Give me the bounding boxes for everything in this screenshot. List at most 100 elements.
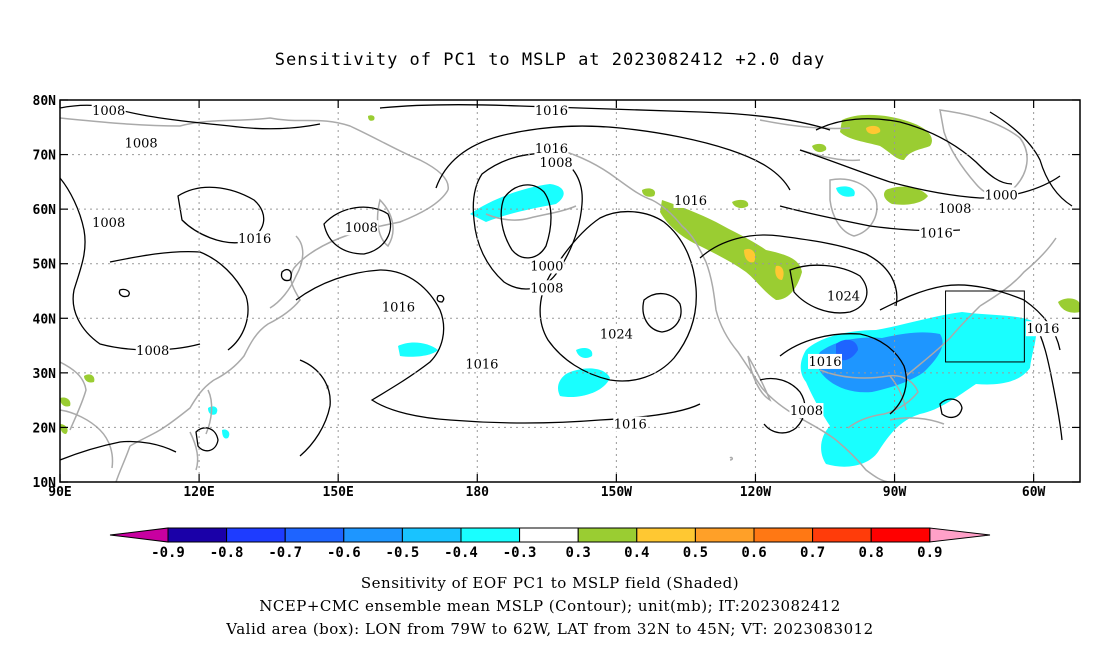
colorbar-swatch [226,527,286,543]
contour-1016-siberia [109,250,249,351]
contour-label: 1000 [985,189,1018,204]
coast-kamchatka [376,198,394,248]
lat-label: 70N [33,149,57,164]
contour-label-bg [1025,321,1060,337]
coast-indochina [60,409,131,482]
shade-positive-west-edge [60,397,71,407]
sensitivity-shading [60,114,1080,467]
coast-us-east [905,305,981,377]
shade-positive-rockies [660,200,802,300]
colorbar-swatch [636,527,696,543]
colorbar-swatch [694,527,755,543]
contour-label: 1024 [827,289,860,304]
shade-positive-rockies-yellow [744,248,756,263]
contour-label-bg [529,258,564,274]
lat-label: 20N [33,421,57,436]
colorbar-label: 0.8 [859,545,884,561]
contour-label-bg [135,343,170,359]
contour-label: 1008 [938,202,971,217]
contour-label-bg [464,356,499,372]
caption-contour: NCEP+CMC ensemble mean MSLP (Contour); u… [259,597,841,615]
coast-aleutians [485,205,577,221]
lat-label: 10N [33,476,57,491]
map-title: Sensitivity of PC1 to MSLP at 2023082412… [274,50,826,70]
lon-label: 120E [183,485,214,500]
coast-asia-north [60,117,449,191]
lat-label: 60N [33,203,57,218]
shade-positive-alaska-small [642,188,656,197]
colorbar-swatch [460,527,521,543]
colorbar-swatch [401,527,462,543]
contour-label-bg [808,353,842,369]
colorbar-right-arrow [929,527,991,543]
contour-label: 1008 [125,137,158,152]
contour-1016-aleutian-outer [435,125,791,191]
contour-label-bg [539,154,574,170]
colorbar-label: 0.3 [566,545,591,561]
shade-negative-north-pacific [470,184,564,222]
lat-label: 50N [33,258,57,273]
colorbar-swatch [812,527,872,543]
contour-label-bg [919,225,954,241]
contour-west-2 [299,359,331,457]
contour-atl-loop [939,398,963,419]
contour-1008-aleutian [472,153,583,290]
map-frame [59,99,1081,483]
colorbar-swatch [284,527,345,543]
contour-1000-aleutian [500,184,552,259]
colorbar-label: -0.7 [268,545,302,561]
shade-positive-arctic [840,114,932,160]
coast-central-america [835,439,891,482]
coast-hudson-bay [829,178,878,237]
contour-label-bg [789,403,824,419]
colorbar-label: 0.7 [800,545,825,561]
contour-label-bg [529,280,564,296]
colorbar-label: 0.5 [683,545,708,561]
lat-label: 30N [33,367,57,382]
caption-valid-area: Valid area (box): LON from 79W to 62W, L… [226,620,874,638]
contour-label: 1008 [92,104,125,119]
contour-label-bg [344,220,379,236]
colorbar-label: -0.3 [503,545,537,561]
lon-label: 120W [740,485,771,500]
colorbar-label: 0.6 [741,545,766,561]
lon-label: 90E [48,485,71,500]
lon-label: 150E [323,485,354,500]
contour-1016-pacific-outer [295,269,701,424]
contour-label: 1000 [530,259,563,274]
lon-label: 90W [883,485,907,500]
contour-label: 1008 [530,281,563,296]
coastlines [60,109,1057,482]
contour-1008-okhotsk [323,206,392,255]
contour-1016-north [379,104,831,131]
shade-negative-mid-pacific-3 [558,368,610,398]
contour-label-bg [237,231,272,247]
contour-label: 1016 [1026,322,1059,337]
colorbar-swatch [753,527,814,543]
contour-1016-west-us [699,234,898,307]
colorbar-left-arrow [109,527,169,543]
contour-label: 1016 [614,418,647,433]
shade-positive-rockies-yellow-2 [775,265,784,280]
valid-area-box [945,290,1025,363]
colorbar: -0.9 -0.8 -0.7 -0.6 -0.5 -0.4 -0.3 0.3 0.4 0.5 0.6… [109,527,991,561]
contour-label: 1008 [790,404,823,419]
contour-label: 1008 [92,216,125,231]
shade-positive-hudson [812,143,827,153]
shade-positive-india [84,374,95,383]
coast-gulf-mexico [819,369,919,429]
contour-1016-pacific-high [539,210,697,382]
contour-atl-east [1033,321,1063,441]
contour-label-bg [673,192,708,208]
coast-greenland [939,109,1028,196]
contour-small-4 [118,288,130,298]
colorbar-swatch [870,527,931,543]
colorbar-swatch [577,527,638,543]
contour-1000-greenland [815,118,1013,185]
caption-shading: Sensitivity of EOF PC1 to MSLP field (Sh… [360,574,740,592]
contour-1008-siberia-loop [177,186,265,244]
contour-label-bg [599,326,634,342]
lat-label: 80N [33,94,57,109]
contour-label-bg [937,201,972,217]
lon-label: 150W [601,485,632,500]
